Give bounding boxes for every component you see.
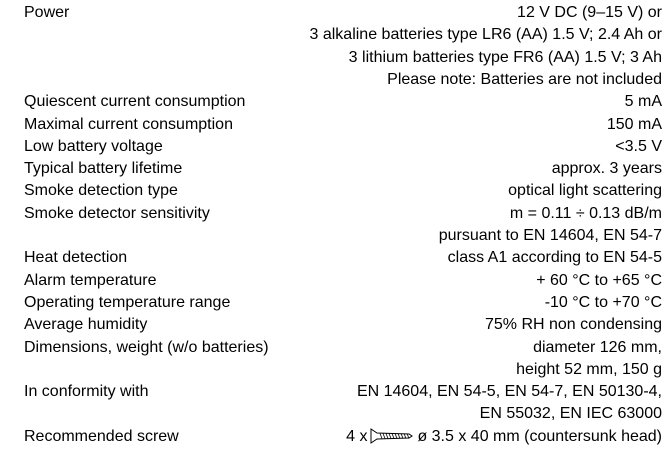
spec-label: Power xyxy=(24,4,70,21)
spec-value: 4 x ø 3.5 x 40 mm (countersunk head) xyxy=(346,426,662,448)
spec-value: <3.5 V xyxy=(615,137,662,155)
spec-value: EN 55032, EN IEC 63000 xyxy=(479,405,662,423)
spec-value: class A1 according to EN 54-5 xyxy=(447,249,662,267)
spec-value: Please note: Batteries are not included xyxy=(387,70,662,88)
spec-label: Maximal current consumption xyxy=(24,115,233,133)
screw-count: 4 x xyxy=(346,427,368,445)
spec-label: Low battery voltage xyxy=(24,137,163,155)
spec-value: 5 mA xyxy=(624,93,662,111)
spec-value: -10 °C to +70 °C xyxy=(544,293,662,311)
spec-value: 150 mA xyxy=(606,115,662,133)
spec-value: height 52 mm, 150 g xyxy=(516,360,662,378)
screw-icon xyxy=(370,427,414,444)
spec-label: Recommended screw xyxy=(24,427,179,445)
spec-label: Heat detection xyxy=(24,249,128,267)
spec-value: m = 0.11 ÷ 0.13 dB/m xyxy=(509,204,662,222)
screw-size: ø 3.5 x 40 mm (countersunk head) xyxy=(417,427,662,445)
spec-value: + 60 °C to +65 °C xyxy=(536,271,662,289)
spec-label: Alarm temperature xyxy=(24,271,157,289)
spec-label: Smoke detector sensitivity xyxy=(24,204,210,222)
spec-label: Average humidity xyxy=(24,316,148,334)
spec-value: approx. 3 years xyxy=(551,160,662,178)
spec-value: pursuant to EN 14604, EN 54-7 xyxy=(438,227,662,244)
spec-value: 75% RH non condensing xyxy=(484,316,662,334)
spec-value: diameter 126 mm, xyxy=(533,338,662,356)
spec-label: Smoke detection type xyxy=(24,182,178,200)
spec-value: 12 V DC (9–15 V) or xyxy=(517,4,662,21)
spec-value: 3 lithium batteries type FR6 (AA) 1.5 V;… xyxy=(348,48,662,66)
spec-label: Dimensions, weight (w/o batteries) xyxy=(24,338,269,356)
spec-value: 3 alkaline batteries type LR6 (AA) 1.5 V… xyxy=(309,26,663,44)
spec-label: Operating temperature range xyxy=(24,293,231,311)
spec-label: In conformity with xyxy=(24,383,149,401)
spec-label: Quiescent current consumption xyxy=(24,93,246,111)
spec-value: optical light scattering xyxy=(508,182,662,200)
spec-value: EN 14604, EN 54-5, EN 54-7, EN 50130-4, xyxy=(356,383,662,401)
spec-label: Typical battery lifetime xyxy=(24,160,183,178)
